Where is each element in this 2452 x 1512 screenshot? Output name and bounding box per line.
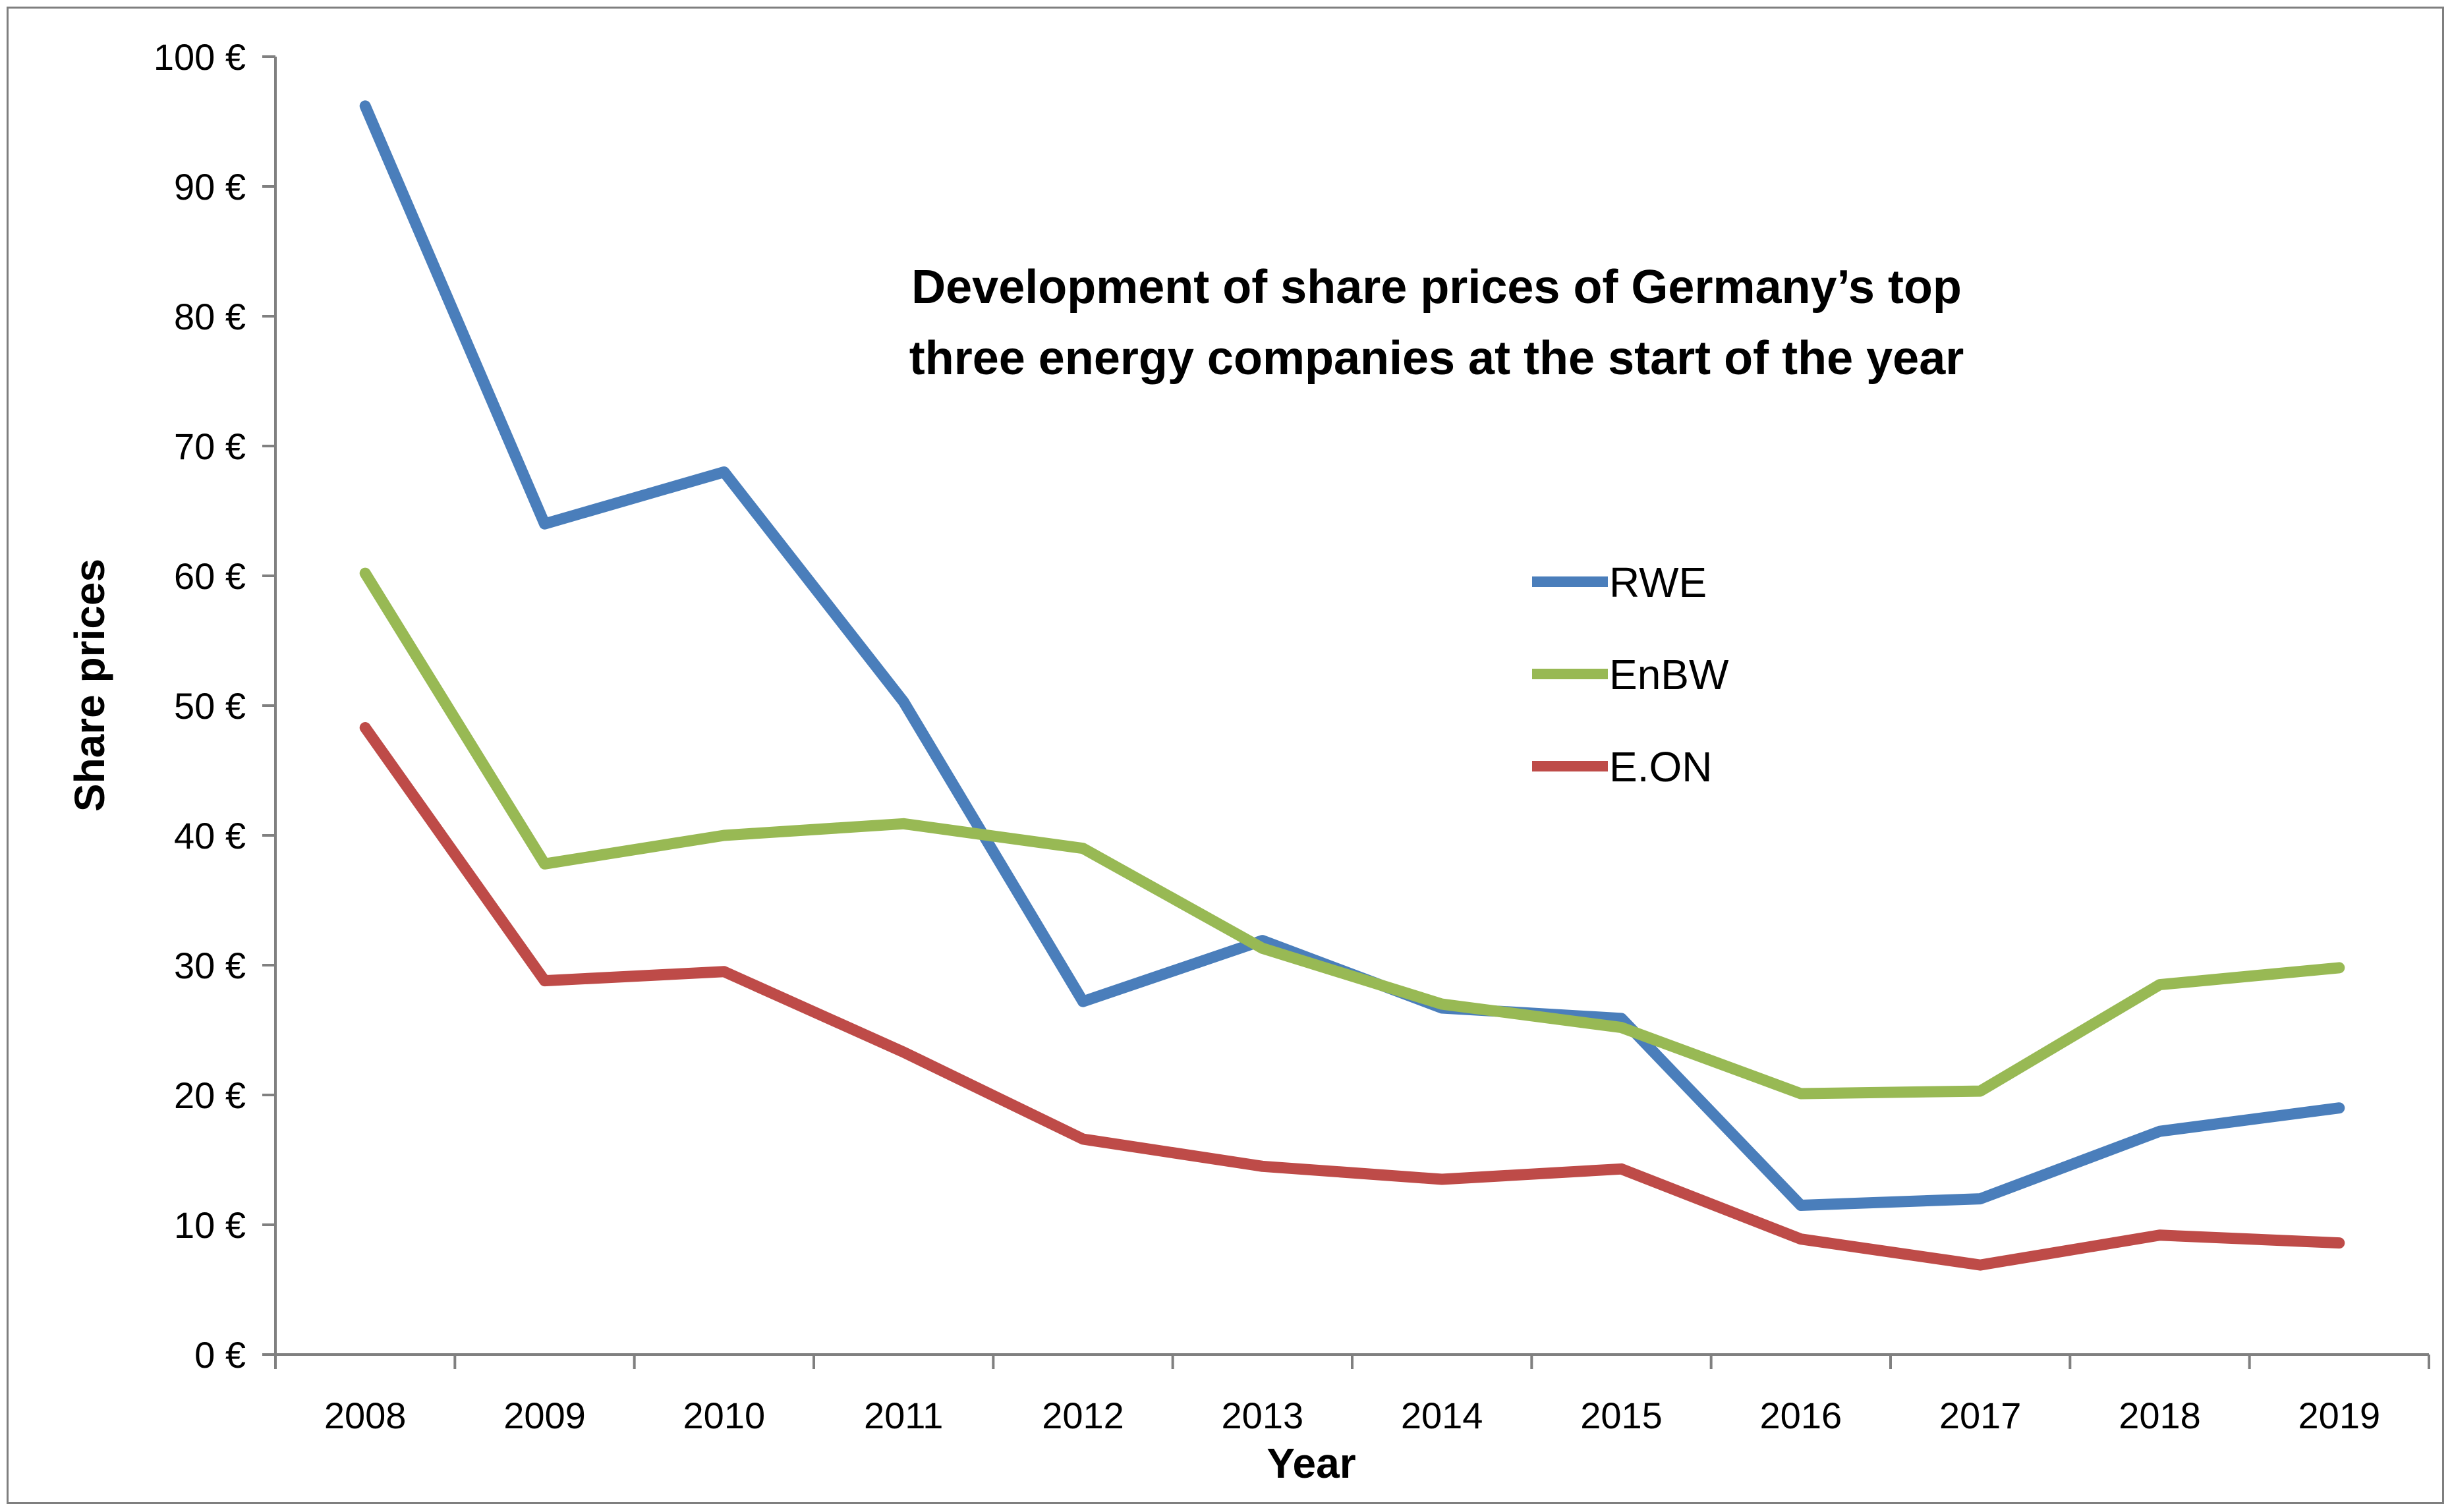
series-line-eon — [359, 722, 2345, 1271]
x-tick-label: 2017 — [1939, 1395, 2022, 1436]
x-tick-label: 2018 — [2119, 1395, 2201, 1436]
x-tick-label: 2009 — [503, 1395, 586, 1436]
x-tick-label: 2008 — [324, 1395, 407, 1436]
y-axis-ticks: 0 € 10 € 20 € 30 € 40 € 50 € 60 € 70 € 80 € 90 € 1… — [154, 36, 275, 1376]
x-tick-label: 2019 — [2298, 1395, 2381, 1436]
x-axis-ticks: 2008 2009 2010 2011 2012 2013 2014 2015 2016 2017… — [274, 1355, 2430, 1436]
axes — [274, 57, 2429, 1356]
y-tick-label: 40 € — [174, 815, 246, 856]
x-tick-label: 2014 — [1401, 1395, 1483, 1436]
x-tick-label: 2010 — [683, 1395, 766, 1436]
legend-label-eon: E.ON — [1609, 743, 1712, 791]
y-tick-label: 100 € — [154, 36, 246, 78]
chart-title-line-2: three energy companies at the start of t… — [909, 332, 1964, 385]
y-tick-label: 10 € — [174, 1204, 246, 1246]
series-line-enbw — [359, 567, 2345, 1100]
y-tick-label: 30 € — [174, 945, 246, 986]
x-tick-label: 2015 — [1580, 1395, 1663, 1436]
y-axis-title: Share prices — [66, 559, 113, 812]
y-tick-label: 80 € — [174, 296, 246, 337]
x-tick-label: 2016 — [1760, 1395, 1842, 1436]
y-tick-label: 90 € — [174, 166, 246, 208]
y-tick-label: 0 € — [194, 1334, 246, 1376]
legend-label-rwe: RWE — [1609, 559, 1707, 606]
y-tick-label: 50 € — [174, 685, 246, 727]
legend: RWE EnBW E.ON — [1532, 559, 1729, 791]
y-tick-label: 20 € — [174, 1075, 246, 1116]
series-lines — [359, 100, 2345, 1271]
chart-title-line-1: Development of share prices of Germany’s… — [911, 261, 1962, 314]
y-tick-label: 70 € — [174, 426, 246, 467]
x-tick-label: 2012 — [1042, 1395, 1124, 1436]
y-tick-label: 60 € — [174, 555, 246, 597]
x-axis-title: Year — [1267, 1440, 1355, 1487]
legend-label-enbw: EnBW — [1609, 651, 1729, 698]
x-tick-label: 2011 — [864, 1395, 943, 1436]
x-tick-label: 2013 — [1222, 1395, 1304, 1436]
